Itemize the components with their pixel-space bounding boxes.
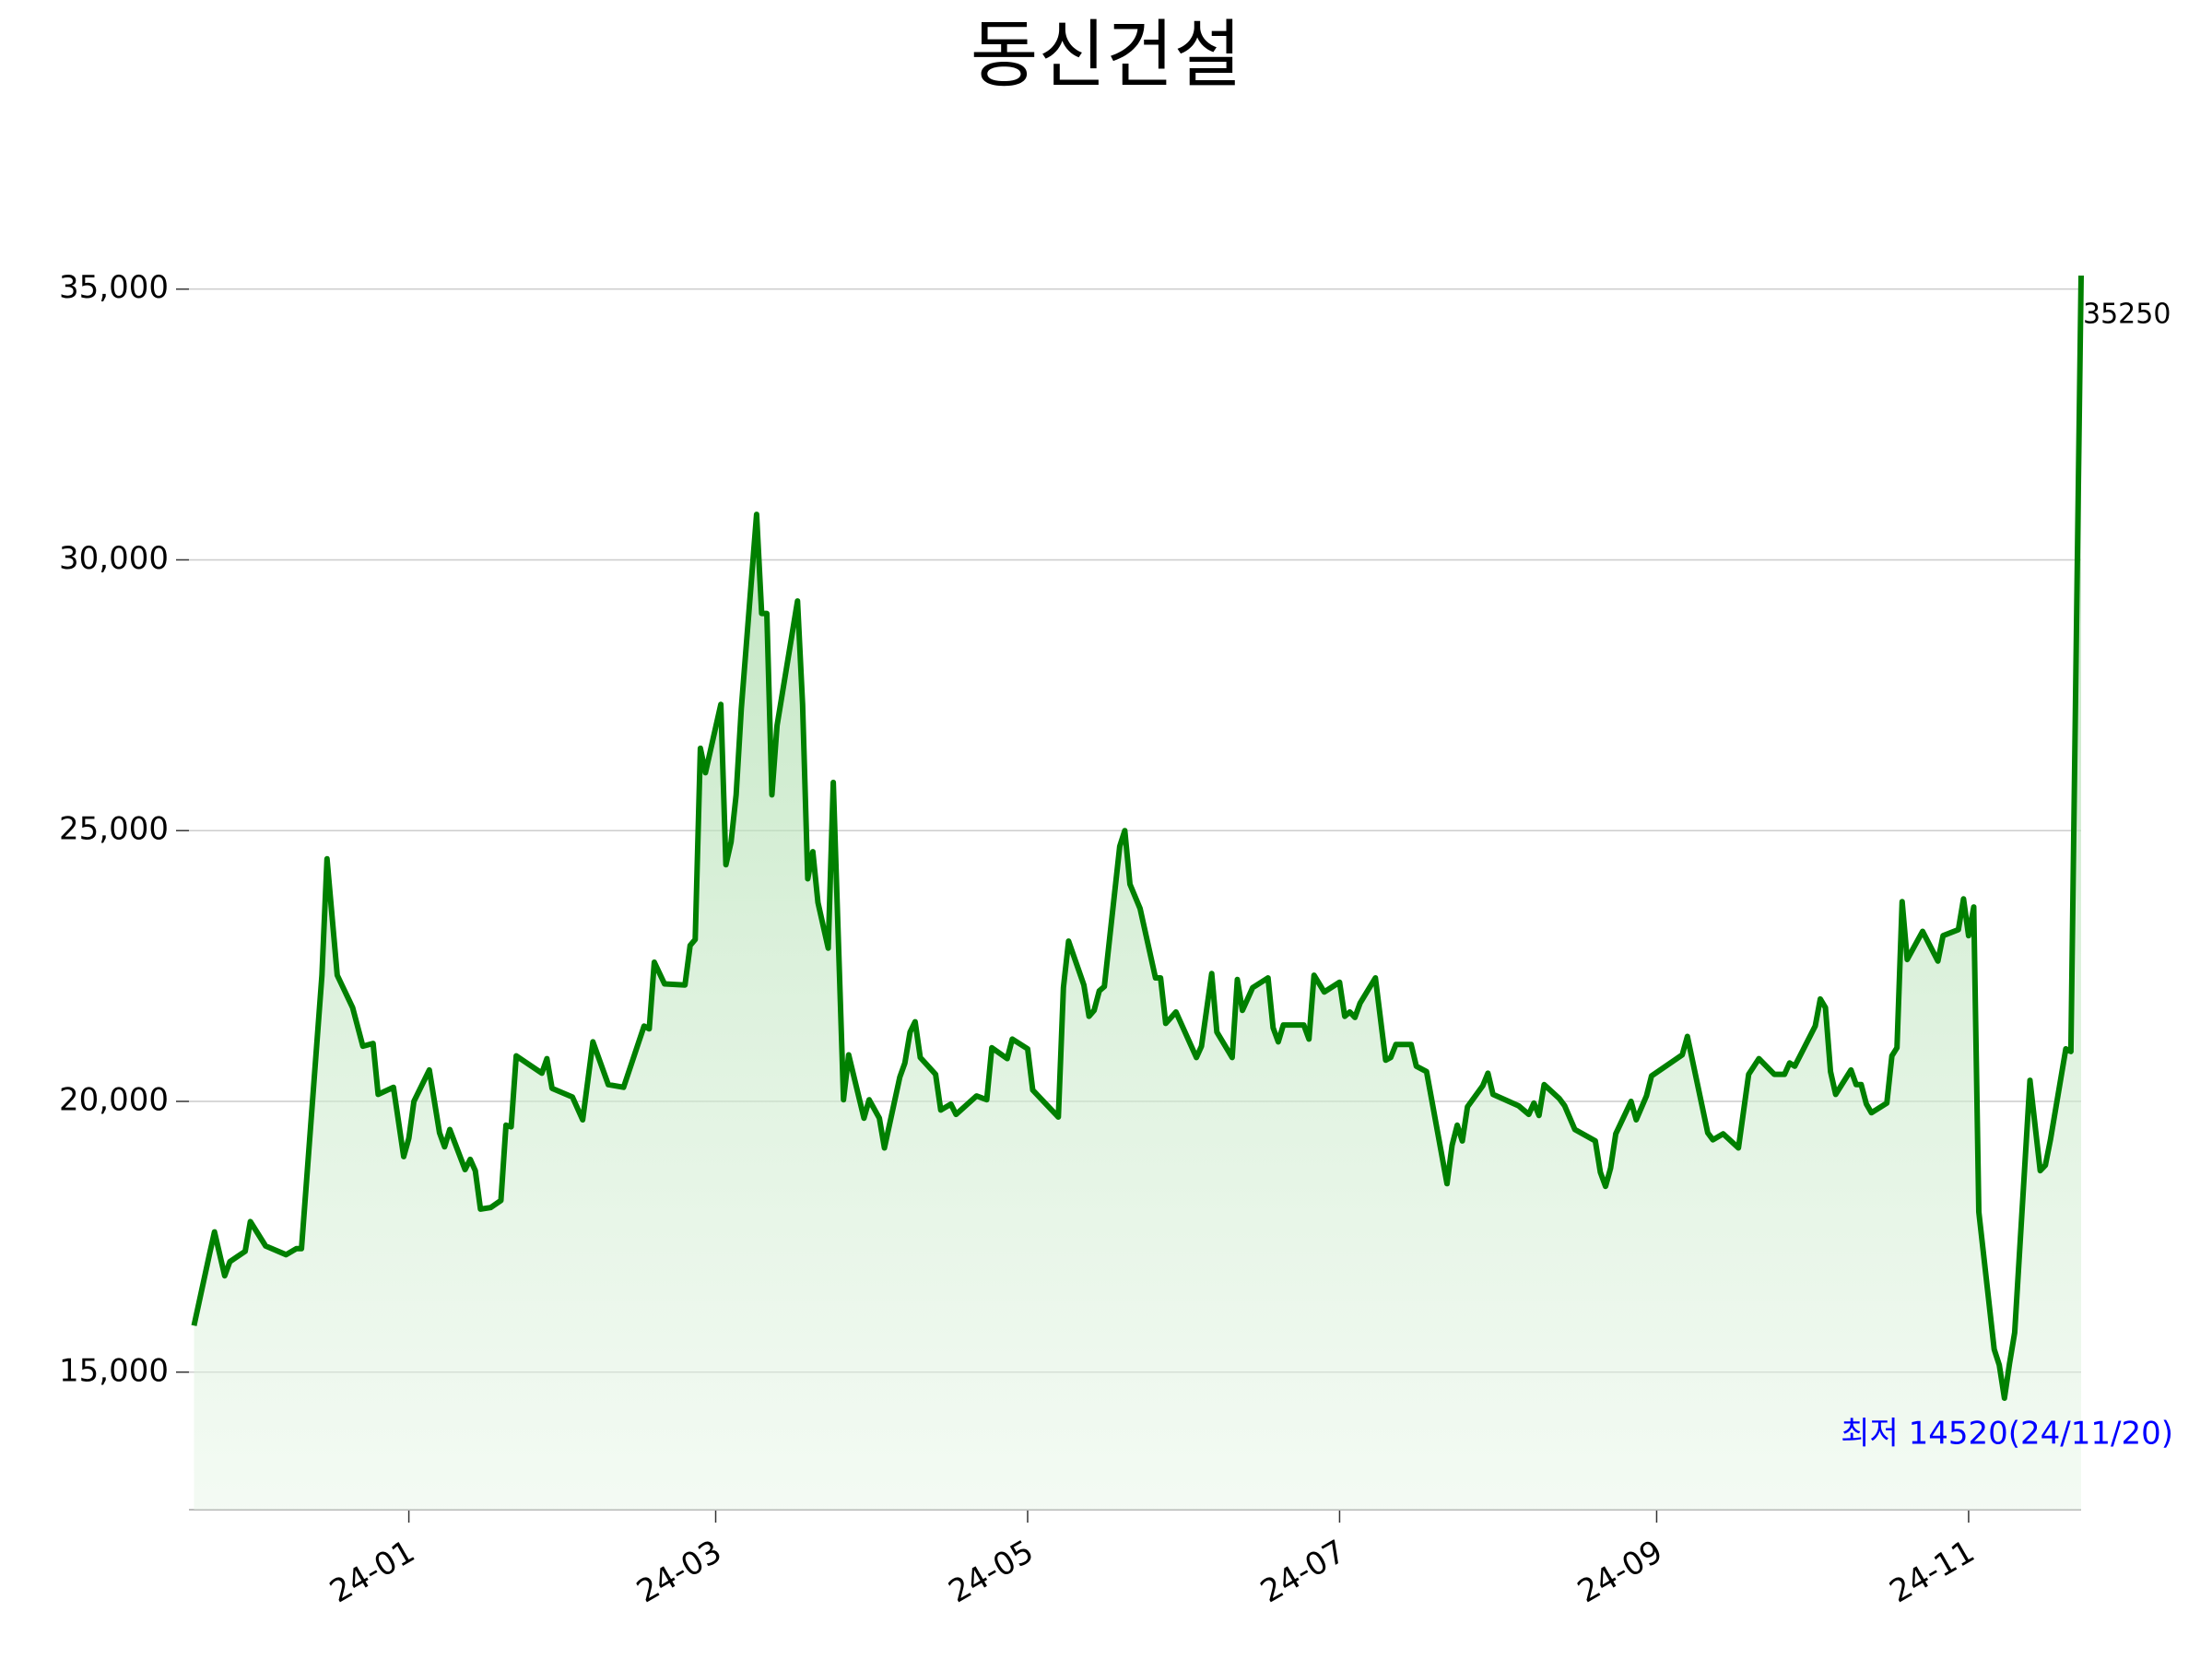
x-tick-label: 24-05 (943, 1533, 1041, 1610)
price-line (191, 275, 2084, 1401)
chart-title: 동신건설 (971, 12, 1241, 98)
x-tick-label: 24-09 (1571, 1533, 1669, 1610)
y-tick-label: 30,000 (59, 540, 169, 577)
x-tick-label: 24-11 (1884, 1533, 1982, 1610)
annotation: 35250 (2083, 299, 2171, 331)
area (194, 276, 2081, 1510)
x-tick-label: 24-03 (630, 1533, 728, 1610)
y-tick-label: 25,000 (59, 811, 169, 848)
x-tick-label: 24-07 (1254, 1533, 1352, 1610)
y-tick-label: 35,000 (59, 269, 169, 306)
annotation: 최저 14520(24/11/20) (1841, 1416, 2173, 1453)
y-tick-label: 15,000 (59, 1352, 169, 1389)
y-tick-label: 20,000 (59, 1081, 169, 1118)
x-tick-label: 24-01 (324, 1533, 421, 1610)
